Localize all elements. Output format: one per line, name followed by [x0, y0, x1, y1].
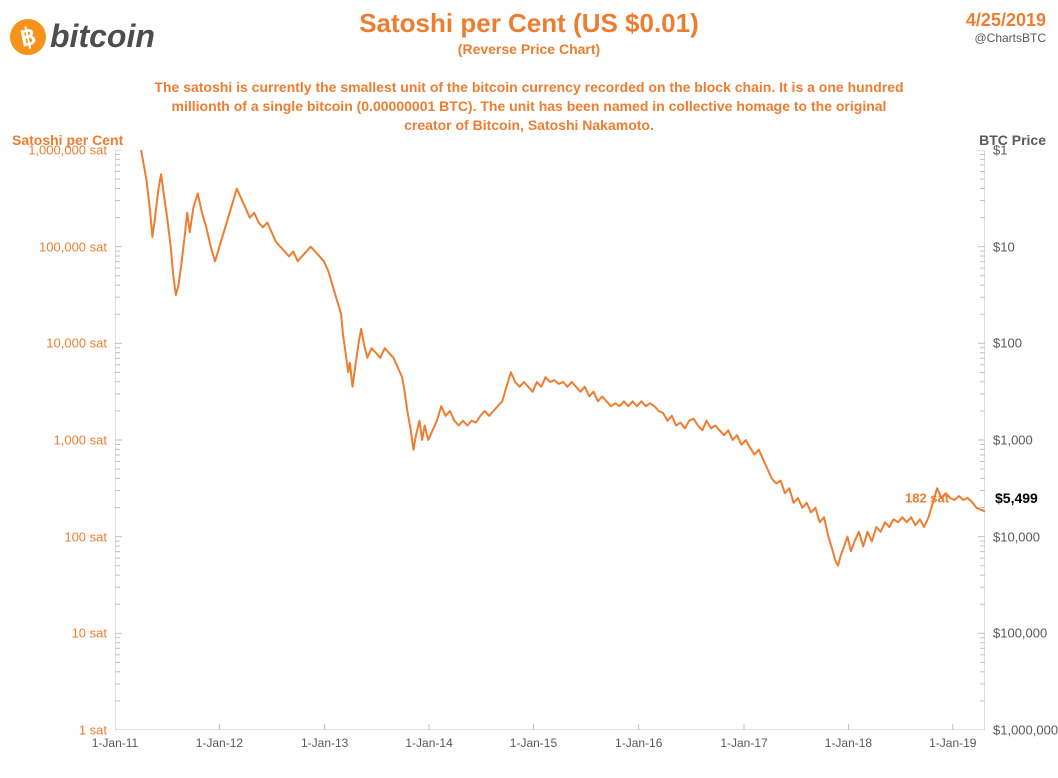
date-block: 4/25/2019 @ChartsBTC	[966, 10, 1046, 45]
y-tick-right: $1	[993, 143, 1007, 158]
y-tick-right: $1,000	[993, 433, 1033, 448]
title-block: Satoshi per Cent (US $0.01) (Reverse Pri…	[0, 8, 1058, 57]
y-tick-right: $1,000,000	[993, 723, 1058, 738]
y-tick-left: 1,000 sat	[54, 433, 108, 448]
chart-date: 4/25/2019	[966, 10, 1046, 31]
x-tick: 1-Jan-17	[720, 736, 767, 750]
price-line	[115, 150, 985, 566]
x-tick: 1-Jan-14	[405, 736, 452, 750]
chart-handle: @ChartsBTC	[966, 31, 1046, 45]
y-tick-left: 10,000 sat	[46, 336, 107, 351]
chart-title: Satoshi per Cent (US $0.01)	[0, 8, 1058, 39]
y-tick-right: $10	[993, 239, 1015, 254]
x-tick: 1-Jan-15	[510, 736, 557, 750]
y-tick-left: 100,000 sat	[39, 239, 107, 254]
x-tick: 1-Jan-12	[196, 736, 243, 750]
chart-plot-area: 1,000,000 sat100,000 sat10,000 sat1,000 …	[115, 150, 985, 730]
x-tick: 1-Jan-13	[301, 736, 348, 750]
x-tick: 1-Jan-19	[929, 736, 976, 750]
x-tick: 1-Jan-16	[615, 736, 662, 750]
y-tick-right: $100,000	[993, 626, 1047, 641]
chart-subtitle: (Reverse Price Chart)	[0, 41, 1058, 57]
x-tick: 1-Jan-18	[825, 736, 872, 750]
y-tick-right: $10,000	[993, 529, 1040, 544]
end-price-label: $5,499	[995, 490, 1038, 506]
y-tick-left: 100 sat	[64, 529, 107, 544]
y-tick-left: 1,000,000 sat	[28, 143, 107, 158]
end-sat-label: 182 sat	[905, 490, 949, 505]
y-tick-right: $100	[993, 336, 1022, 351]
y-tick-left: 10 sat	[72, 626, 107, 641]
chart-description: The satoshi is currently the smallest un…	[150, 78, 908, 135]
x-tick: 1-Jan-11	[92, 736, 138, 750]
right-axis-title: BTC Price	[979, 132, 1046, 148]
chart-svg	[115, 150, 985, 730]
